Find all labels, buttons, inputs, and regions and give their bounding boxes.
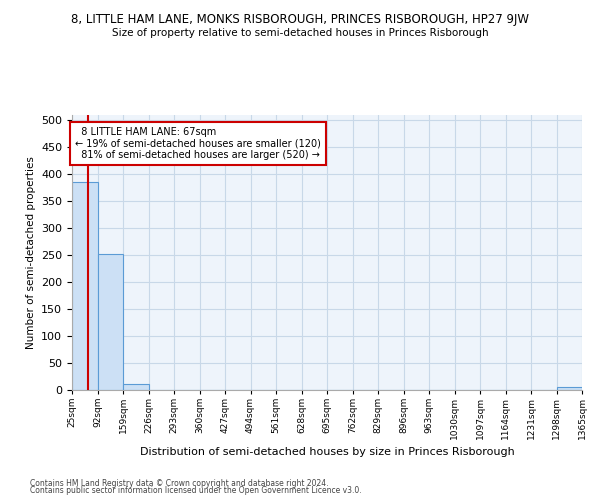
Text: Contains HM Land Registry data © Crown copyright and database right 2024.: Contains HM Land Registry data © Crown c… — [30, 478, 329, 488]
Bar — [123, 384, 149, 390]
Text: 8, LITTLE HAM LANE, MONKS RISBOROUGH, PRINCES RISBOROUGH, HP27 9JW: 8, LITTLE HAM LANE, MONKS RISBOROUGH, PR… — [71, 12, 529, 26]
Bar — [97, 254, 123, 390]
Bar — [557, 388, 582, 390]
Text: Size of property relative to semi-detached houses in Princes Risborough: Size of property relative to semi-detach… — [112, 28, 488, 38]
Text: 8 LITTLE HAM LANE: 67sqm
← 19% of semi-detached houses are smaller (120)
  81% o: 8 LITTLE HAM LANE: 67sqm ← 19% of semi-d… — [75, 127, 321, 160]
Bar — [72, 182, 97, 390]
Y-axis label: Number of semi-detached properties: Number of semi-detached properties — [26, 156, 35, 349]
X-axis label: Distribution of semi-detached houses by size in Princes Risborough: Distribution of semi-detached houses by … — [140, 448, 514, 458]
Text: Contains public sector information licensed under the Open Government Licence v3: Contains public sector information licen… — [30, 486, 362, 495]
